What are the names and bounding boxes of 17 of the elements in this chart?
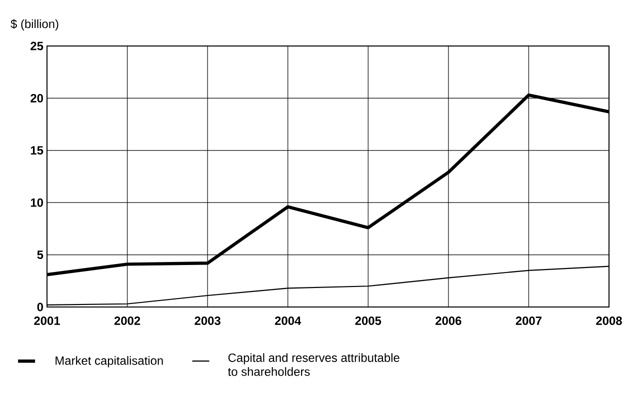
- x-tick-label: 2008: [596, 316, 622, 325]
- y-tick-label: 15: [30, 146, 44, 155]
- x-tick-label: 2005: [355, 316, 382, 325]
- x-tick-label: 2007: [516, 316, 542, 325]
- legend-label: Market capitalisation: [56, 356, 163, 368]
- y-tick-label: 25: [30, 42, 44, 50]
- x-tick-label: 2006: [436, 316, 462, 325]
- legend-label: Capital and reserves attributable to shareholders: [228, 353, 400, 376]
- y-tick-label: 0: [37, 302, 43, 312]
- y-tick-label: 5: [37, 250, 44, 259]
- y-tick-label: 20: [30, 94, 43, 102]
- x-tick-label: 2001: [34, 316, 60, 325]
- x-tick-label: 2004: [274, 316, 302, 325]
- y-axis-title: $ (billion): [10, 19, 58, 30]
- y-tick-label: 10: [30, 198, 43, 207]
- x-tick-label: 2002: [114, 316, 140, 325]
- x-tick-label: 2003: [194, 316, 220, 326]
